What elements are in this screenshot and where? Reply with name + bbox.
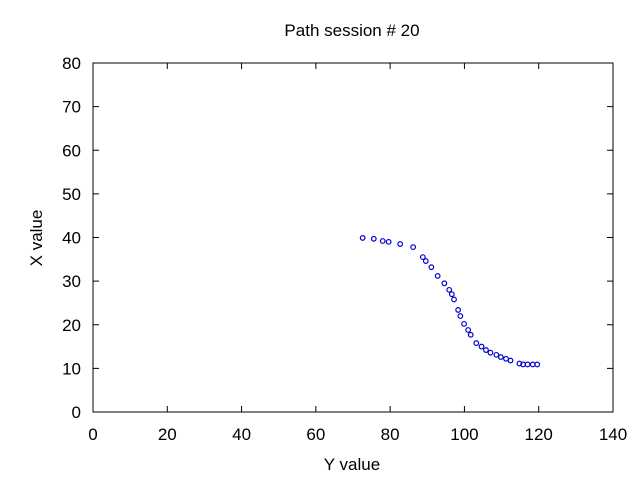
- data-point: [370, 235, 377, 242]
- data-point: [516, 360, 523, 367]
- y-tick-label: 30: [62, 272, 81, 291]
- data-point: [457, 313, 464, 319]
- data-point: [448, 291, 455, 298]
- data-point: [379, 238, 386, 244]
- y-tick-label: 20: [62, 316, 81, 335]
- x-tick-label: 80: [381, 425, 400, 444]
- data-point: [422, 258, 429, 264]
- data-points: [359, 235, 541, 368]
- y-tick-label: 0: [72, 403, 81, 422]
- x-tick-label: 0: [88, 425, 97, 444]
- x-tick-label: 100: [450, 425, 478, 444]
- x-tick-label: 40: [232, 425, 251, 444]
- data-point: [465, 327, 472, 333]
- y-tick-label: 60: [62, 141, 81, 160]
- data-point: [441, 280, 448, 287]
- data-point: [446, 286, 453, 293]
- y-tick-label: 40: [62, 229, 81, 248]
- data-point: [461, 320, 467, 327]
- data-point: [478, 343, 485, 350]
- x-tick-label: 120: [525, 425, 553, 444]
- data-point: [487, 349, 494, 356]
- x-tick-label: 60: [306, 425, 325, 444]
- data-point: [455, 307, 462, 313]
- data-point: [419, 254, 426, 261]
- data-point: [473, 340, 480, 346]
- data-point: [434, 272, 441, 279]
- data-point: [397, 241, 404, 247]
- data-point: [507, 357, 514, 364]
- data-point: [497, 354, 504, 360]
- data-point: [359, 235, 366, 241]
- data-point: [534, 361, 541, 368]
- x-tick-label: 140: [599, 425, 627, 444]
- data-point: [483, 347, 489, 353]
- data-point: [493, 351, 500, 358]
- data-point: [385, 238, 392, 245]
- data-point: [451, 296, 457, 303]
- x-axis-title: Y value: [324, 455, 380, 474]
- data-point: [428, 264, 435, 271]
- y-tick-label: 50: [62, 185, 81, 204]
- data-point: [467, 331, 474, 338]
- y-tick-label: 70: [62, 98, 81, 117]
- data-point: [524, 361, 531, 368]
- y-axis: 0 10 20 30 40 50 60 70 80: [62, 54, 613, 422]
- chart-title: Path session # 20: [284, 21, 419, 40]
- y-axis-title: X value: [27, 210, 46, 267]
- y-tick-label: 10: [62, 359, 81, 378]
- data-point: [410, 244, 417, 250]
- x-axis: 0 20 40 60 80 100 120 140: [88, 63, 627, 444]
- x-tick-label: 20: [158, 425, 177, 444]
- y-tick-label: 80: [62, 54, 81, 73]
